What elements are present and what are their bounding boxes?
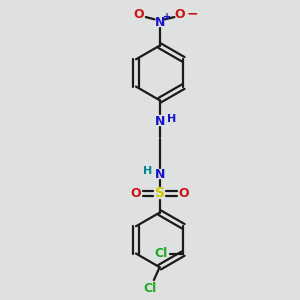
Text: N: N [154,16,165,29]
Text: Cl: Cl [143,282,157,295]
Text: +: + [163,12,171,22]
Text: S: S [154,186,165,200]
Text: Cl: Cl [154,247,167,260]
Text: O: O [130,187,141,200]
Text: N: N [154,168,165,181]
Text: N: N [154,115,165,128]
Text: H: H [143,166,152,176]
Text: O: O [178,187,189,200]
Text: −: − [187,6,199,20]
Text: O: O [134,8,144,21]
Text: O: O [175,8,185,21]
Text: H: H [167,113,176,124]
